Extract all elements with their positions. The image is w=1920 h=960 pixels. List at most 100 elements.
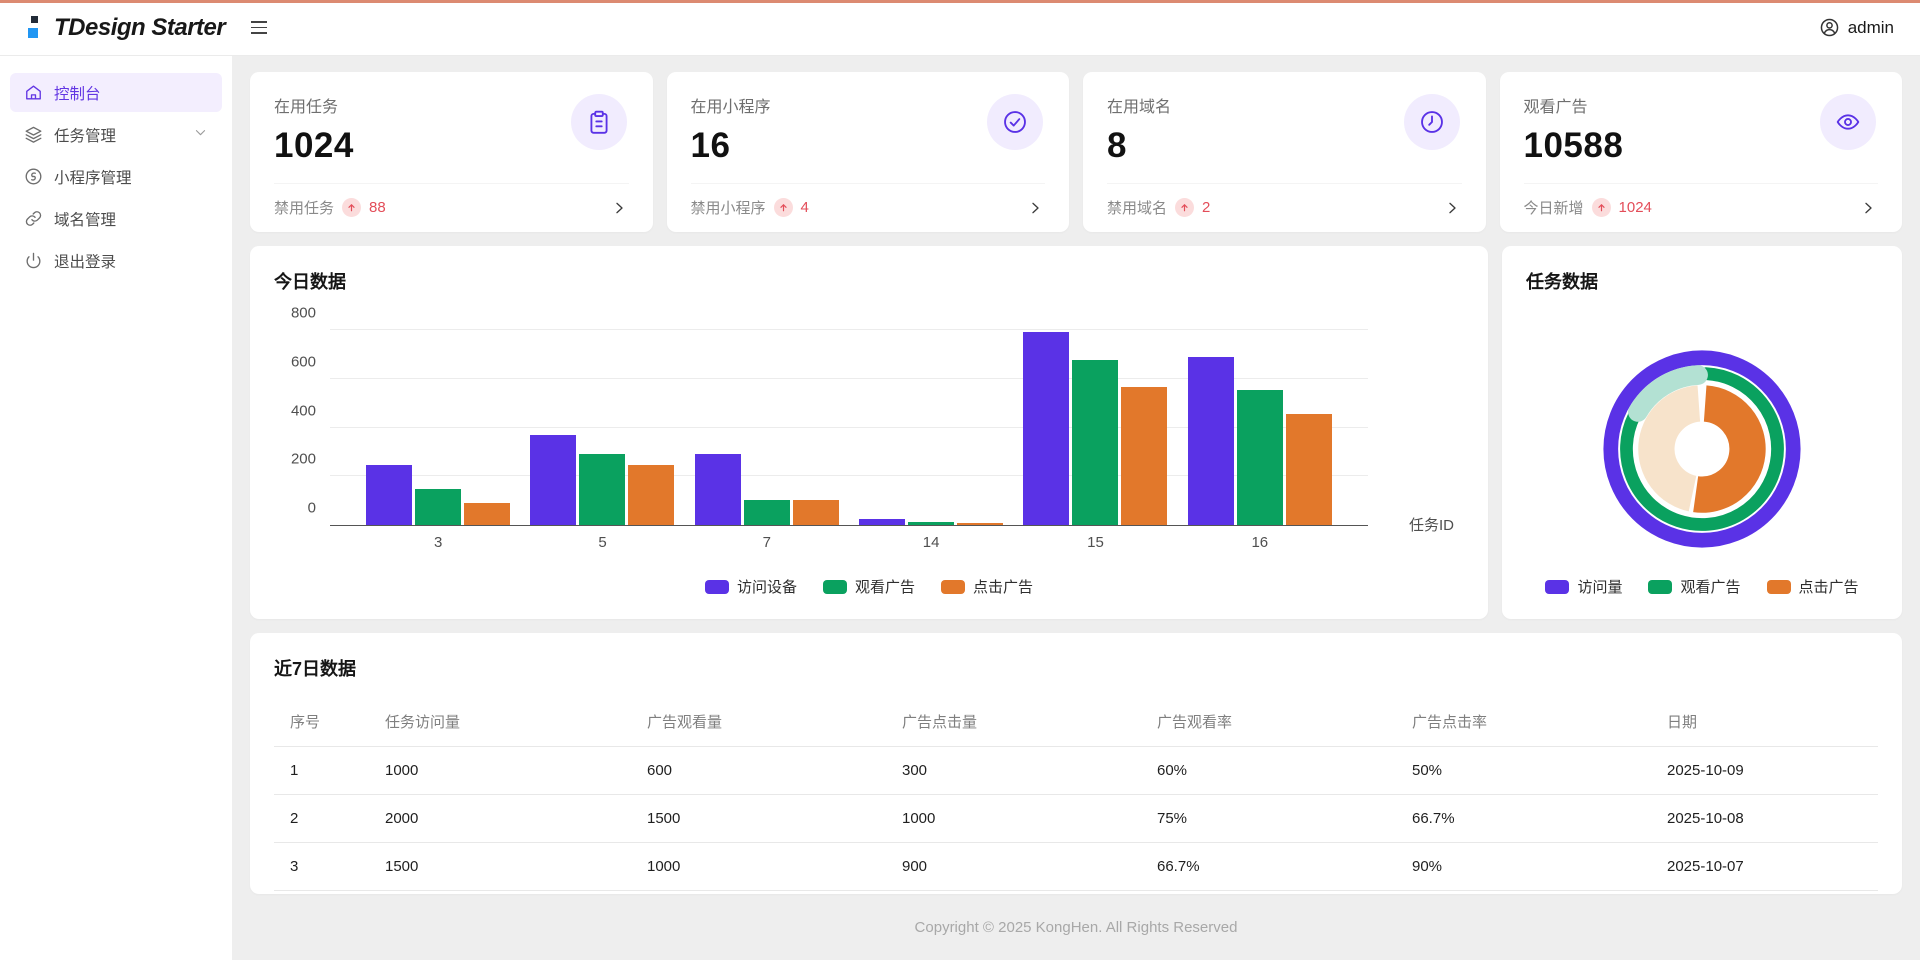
- legend-item-观看广告[interactable]: 观看广告: [822, 576, 915, 597]
- donut-segment-点击广告[interactable]: [1638, 385, 1702, 512]
- table-cell: 2025-10-09: [1651, 746, 1878, 795]
- legend-swatch: [1766, 579, 1791, 594]
- stat-footer-value: 88: [369, 199, 386, 216]
- bar-group-16: 16: [1187, 357, 1332, 551]
- recent-data-table: 序号 任务访问量 广告观看量 广告点击量 广告观看率 广告点击率 日期 1 1000 600 30…: [274, 697, 1878, 891]
- table-column-header: 广告点击率: [1396, 697, 1651, 747]
- bar-观看广告-15[interactable]: [1072, 360, 1119, 525]
- copyright-text: Copyright © 2025 KongHen. All Rights Res…: [914, 918, 1238, 936]
- bar-观看广告-5[interactable]: [579, 454, 626, 525]
- stat-footer-label: 禁用域名: [1107, 200, 1168, 217]
- y-axis-tick: 0: [307, 499, 316, 517]
- stat-title: 在用域名: [1107, 99, 1172, 116]
- x-axis-tick: 14: [922, 534, 940, 551]
- table-cell: 1000: [369, 746, 631, 795]
- bar-访问设备-16[interactable]: [1187, 357, 1234, 525]
- bar-观看广告-14[interactable]: [908, 522, 955, 525]
- y-axis-tick: 400: [290, 402, 316, 419]
- legend-item-访问量[interactable]: 访问量: [1545, 576, 1622, 597]
- bar-访问设备-14[interactable]: [859, 519, 906, 525]
- sidebar-item-logout[interactable]: 退出登录: [10, 241, 222, 280]
- legend-item-点击广告[interactable]: 点击广告: [1766, 576, 1859, 597]
- x-axis-tick: 5: [598, 534, 607, 551]
- bar-访问设备-5[interactable]: [530, 435, 577, 525]
- chevron-right-icon[interactable]: [609, 198, 629, 218]
- legend-swatch: [1545, 579, 1570, 594]
- main-content: 在用任务 1024 禁用任务 88 在用小程序 16 禁用小程序 4: [232, 56, 1920, 960]
- stat-card-ad-views: 观看广告 10588 今日新增 1024: [1499, 72, 1902, 232]
- table-cell: 75%: [1141, 794, 1396, 843]
- gridline: [330, 475, 1368, 477]
- table-cell: 50%: [1396, 746, 1651, 795]
- logo-icon: [26, 13, 42, 43]
- recent-data-card: 近7日数据 序号 任务访问量 广告观看量 广告点击量 广告观看率 广告点击率 日期 1 100…: [250, 633, 1902, 894]
- x-axis-tick: 15: [1087, 534, 1104, 551]
- table-cell: 1000: [886, 794, 1141, 843]
- sidebar-item-tasks[interactable]: 任务管理: [10, 115, 222, 154]
- bar-访问设备-15[interactable]: [1023, 332, 1070, 525]
- stat-card-active-miniprograms: 在用小程序 16 禁用小程序 4: [666, 72, 1069, 232]
- sidebar-item-dashboard[interactable]: 控制台: [10, 73, 222, 112]
- bar-观看广告-7[interactable]: [743, 500, 790, 525]
- bar-chart-card: 今日数据 0 200 400 600 800 3 5 7 14 15 16 任务ID 访问设备 观看广…: [250, 246, 1488, 619]
- sidebar-item-domains[interactable]: 域名管理: [10, 199, 222, 238]
- legend-item-观看广告[interactable]: 观看广告: [1648, 576, 1741, 597]
- stat-footer-label: 禁用任务: [274, 200, 335, 217]
- menu-toggle-icon[interactable]: [245, 15, 273, 39]
- x-axis-label: 任务ID: [1408, 517, 1454, 534]
- sidebar-item-miniprogram[interactable]: 小程序管理: [10, 157, 222, 196]
- bar-点击广告-5[interactable]: [628, 465, 675, 525]
- bar-groups: 3 5 7 14 15 16: [330, 330, 1368, 551]
- stat-value: 8: [1107, 126, 1127, 165]
- link-icon: [25, 211, 42, 226]
- stat-value: 1024: [274, 126, 354, 165]
- stat-title: 在用任务: [274, 99, 339, 116]
- donut-segment-观看广告[interactable]: [1620, 367, 1784, 531]
- user-avatar-icon: [1820, 18, 1838, 37]
- stat-footer: 禁用小程序 4: [690, 183, 1045, 218]
- legend-swatch: [941, 579, 965, 594]
- bar-点击广告-3[interactable]: [464, 503, 511, 525]
- stat-value: 16: [690, 126, 731, 165]
- user-menu[interactable]: admin: [1819, 17, 1894, 38]
- table-column-header: 任务访问量: [369, 697, 631, 747]
- table-cell: 2000: [369, 794, 631, 843]
- donut-segment-点击广告[interactable]: [1693, 385, 1766, 513]
- bar-点击广告-7[interactable]: [792, 500, 839, 525]
- bar-访问设备-7[interactable]: [694, 454, 741, 525]
- eye-icon: [1820, 94, 1876, 150]
- legend-item-点击广告[interactable]: 点击广告: [941, 576, 1033, 597]
- bar-访问设备-3[interactable]: [366, 465, 413, 525]
- chevron-right-icon[interactable]: [1442, 198, 1462, 218]
- bar-group-15: 15: [1023, 332, 1168, 551]
- donut-chart-card: 任务数据 访问量 观看广告 点击广告: [1502, 246, 1902, 619]
- donut-chart: [1526, 346, 1878, 552]
- power-icon: [26, 252, 41, 269]
- chevron-right-icon[interactable]: [1025, 198, 1045, 218]
- stat-footer-label: 今日新增: [1523, 200, 1584, 217]
- legend-label: 访问量: [1577, 579, 1623, 596]
- bar-group-3: 3: [366, 465, 511, 551]
- donut-segment-访问量[interactable]: [1603, 350, 1801, 548]
- clipboard-icon: [570, 94, 627, 150]
- table-cell: 1500: [369, 842, 631, 891]
- donut-chart-title: 任务数据: [1526, 272, 1598, 292]
- legend-item-访问设备[interactable]: 访问设备: [704, 576, 797, 597]
- bar-点击广告-14[interactable]: [957, 523, 1004, 525]
- app-logo[interactable]: TDesign Starter: [26, 13, 226, 43]
- bar-chart: 0 200 400 600 800 3 5 7 14 15 16 任务ID: [291, 305, 1454, 552]
- bar-观看广告-16[interactable]: [1236, 390, 1283, 525]
- stat-card-active-domains: 在用域名 8 禁用域名 2: [1083, 72, 1486, 232]
- bar-点击广告-16[interactable]: [1285, 414, 1332, 525]
- table-cell: 600: [631, 746, 886, 795]
- bar-点击广告-15[interactable]: [1121, 387, 1168, 525]
- page-footer: Copyright © 2025 KongHen. All Rights Res…: [250, 894, 1902, 960]
- bar-观看广告-3[interactable]: [415, 489, 462, 525]
- sidebar-item-label: 域名管理: [54, 211, 117, 229]
- donut-segment-观看广告[interactable]: [1628, 365, 1708, 422]
- stat-cards-row: 在用任务 1024 禁用任务 88 在用小程序 16 禁用小程序 4: [250, 72, 1902, 232]
- sidebar-item-label: 小程序管理: [54, 169, 132, 187]
- layers-icon: [25, 126, 42, 143]
- table-cell: 3: [274, 842, 369, 891]
- chevron-right-icon[interactable]: [1858, 198, 1878, 218]
